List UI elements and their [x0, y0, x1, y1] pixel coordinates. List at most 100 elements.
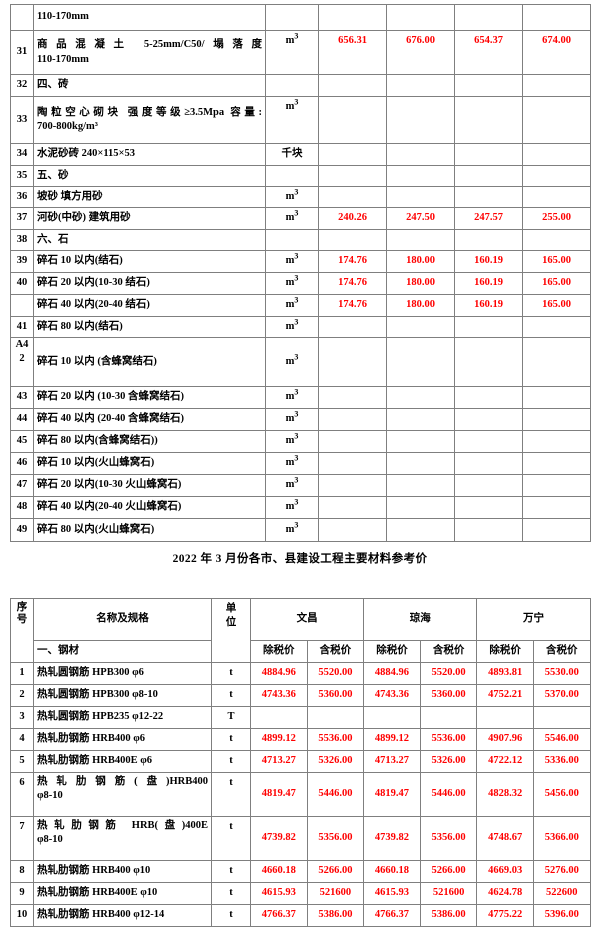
- price-cell: [522, 518, 591, 542]
- material-name: 热轧肋钢筋(盘)HRB400 φ8-10: [33, 772, 212, 817]
- material-unit: T: [211, 706, 251, 729]
- material-name: 碎石 80 以内(含蜂窝结石)): [33, 430, 266, 453]
- header-price-type: 除税价: [250, 640, 308, 663]
- row-index: 39: [10, 250, 34, 273]
- row-index: 36: [10, 186, 34, 208]
- material-unit: m3: [265, 518, 319, 542]
- price-cell: [386, 518, 455, 542]
- price-cell: [522, 96, 591, 144]
- price-cell: [318, 474, 387, 497]
- name-line: φ8-10: [37, 790, 63, 802]
- price-cell: 5266.00: [419, 860, 478, 883]
- header-index: 序号: [10, 598, 34, 663]
- price-cell: 4615.93: [363, 882, 421, 905]
- name-line: 碎石 40 以内(20-40 火山蜂窝石): [37, 501, 182, 513]
- material-unit: m3: [265, 30, 319, 75]
- price-cell: 4752.21: [476, 684, 534, 707]
- material-name: 河砂(中砂) 建筑用砂: [33, 207, 266, 230]
- name-line: 热轧肋钢筋 HRB400 φ10: [37, 865, 151, 877]
- name-line: 五、砂: [37, 169, 69, 181]
- price-cell: 160.19: [454, 250, 523, 273]
- price-cell: [318, 96, 387, 144]
- row-index: 9: [10, 882, 34, 905]
- price-cell: 5366.00: [532, 816, 591, 861]
- material-name: 坡砂 填方用砂: [33, 186, 266, 208]
- price-cell: [363, 706, 421, 729]
- price-cell: [318, 337, 387, 387]
- price-cell: [454, 143, 523, 166]
- table-row: 41 碎石 80 以内(结石) m3: [10, 316, 591, 338]
- price-cell: [454, 518, 523, 542]
- name-line: 热轧肋钢筋 HRB(盘)400E: [37, 820, 208, 831]
- price-cell: [386, 74, 455, 97]
- price-cell: 165.00: [522, 272, 591, 295]
- name-line: 碎石 10 以内(火山蜂窝石): [37, 457, 155, 469]
- material-name: 五、砂: [33, 165, 266, 187]
- material-unit: 千块: [265, 143, 319, 166]
- material-unit: t: [211, 684, 251, 707]
- price-cell: [318, 518, 387, 542]
- price-cell: 5360.00: [419, 684, 478, 707]
- price-cell: [522, 496, 591, 519]
- price-cell: [386, 316, 455, 338]
- row-index: 46: [10, 452, 34, 475]
- table-subheader-row: 一、钢材 除税价 含税价 除税价 含税价 除税价 含税价: [11, 640, 591, 663]
- name-line: 热轧肋钢筋 HRB400E φ6: [37, 755, 153, 767]
- row-index: 3: [10, 706, 34, 729]
- material-unit: m3: [265, 452, 319, 475]
- table-row: 45 碎石 80 以内(含蜂窝结石)) m3: [10, 430, 591, 453]
- price-cell: [522, 186, 591, 208]
- table-row: 48 碎石 40 以内(20-40 火山蜂窝石) m3: [10, 496, 591, 519]
- material-unit: [265, 4, 319, 31]
- row-index: 4: [10, 728, 34, 751]
- price-cell: [318, 229, 387, 251]
- name-line: 热轧圆钢筋 HPB300 φ8-10: [37, 689, 158, 701]
- price-cell: [386, 165, 455, 187]
- price-cell: [454, 408, 523, 431]
- row-index: A4 2: [10, 337, 34, 387]
- price-cell: [522, 4, 591, 31]
- table-row: 46 碎石 10 以内(火山蜂窝石) m3: [10, 452, 591, 475]
- header-city-3: 万宁: [476, 598, 591, 641]
- row-index: 35: [10, 165, 34, 187]
- material-name: 碎石 80 以内(火山蜂窝石): [33, 518, 266, 542]
- table-row: 4 热轧肋钢筋 HRB400 φ6 t 4899.12 5536.00 4899.12 55…: [10, 728, 591, 751]
- price-cell: 5386.00: [419, 904, 478, 927]
- material-unit: [265, 229, 319, 251]
- table-row: 47 碎石 20 以内(10-30 火山蜂窝石) m3: [10, 474, 591, 497]
- material-name: 陶粒空心砌块 强度等级≥3.5Mpa 容量: 700-800kg/m³: [33, 96, 266, 144]
- price-cell: [454, 337, 523, 387]
- price-cell: 5536.00: [306, 728, 365, 751]
- name-line: 坡砂 填方用砂: [37, 190, 103, 202]
- price-cell: [386, 96, 455, 144]
- material-unit: t: [211, 882, 251, 905]
- price-cell: 5356.00: [419, 816, 478, 861]
- price-cell: [522, 452, 591, 475]
- price-cell: [454, 4, 523, 31]
- material-name: 热轧肋钢筋 HRB400 φ12-14: [33, 904, 212, 927]
- material-unit: m3: [265, 430, 319, 453]
- material-name: 碎石 40 以内 (20-40 含蜂窝结石): [33, 408, 266, 431]
- price-cell: 4899.12: [250, 728, 308, 751]
- table-row: 40 碎石 20 以内(10-30 结石) m3 174.76 180.00 160.19…: [10, 272, 591, 295]
- row-index: 5: [10, 750, 34, 773]
- table-row: 6 热轧肋钢筋(盘)HRB400 φ8-10 t 4819.47 5446.00 4819.…: [10, 772, 591, 817]
- header-price-type: 含税价: [306, 640, 365, 663]
- table-row: 31 商品混凝土 5-25mm/C50/塌落度 110-170mm m3 656.31 6…: [10, 30, 591, 75]
- header-price-type: 含税价: [532, 640, 591, 663]
- price-cell: 5530.00: [532, 662, 591, 685]
- price-cell: [522, 143, 591, 166]
- price-cell: [386, 143, 455, 166]
- price-cell: [522, 316, 591, 338]
- material-unit: m3: [265, 408, 319, 431]
- table-row: 7 热轧肋钢筋 HRB(盘)400E φ8-10 t 4739.82 5356.00 473…: [10, 816, 591, 861]
- header-unit-line: 单: [225, 603, 237, 614]
- material-unit: t: [211, 772, 251, 817]
- material-unit: m3: [265, 337, 319, 387]
- material-unit: m3: [265, 272, 319, 295]
- price-cell: 521600: [306, 882, 365, 905]
- price-cell: 4819.47: [363, 772, 421, 817]
- material-unit: t: [211, 662, 251, 685]
- row-index: 2: [10, 684, 34, 707]
- material-unit: t: [211, 860, 251, 883]
